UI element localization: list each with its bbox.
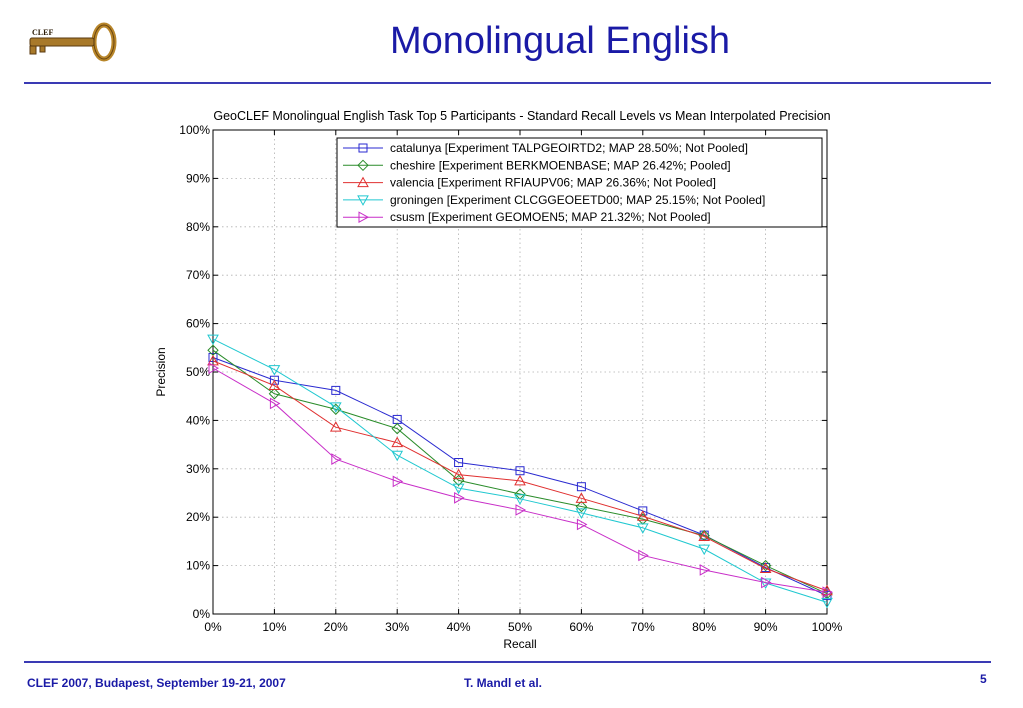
- data-point: [331, 453, 342, 465]
- data-point: [268, 388, 281, 400]
- data-point: [269, 397, 281, 410]
- data-point: [331, 385, 341, 395]
- legend-entry-2: cheshire [Experiment BERKMOENBASE; MAP 2…: [390, 158, 731, 172]
- data-point: [636, 510, 649, 521]
- y-tick-label: 40%: [186, 413, 210, 427]
- data-point: [391, 422, 403, 435]
- data-point: [575, 508, 588, 519]
- data-point: [515, 466, 525, 476]
- x-tick-label: 30%: [385, 620, 409, 634]
- legend-entry-3: valencia [Experiment RFIAUPV06; MAP 26.3…: [390, 176, 716, 190]
- data-point: [357, 159, 369, 172]
- data-point: [452, 468, 465, 480]
- legend-entry-4: groningen [Experiment CLCGGEOEETD00; MAP…: [390, 193, 765, 207]
- x-tick-label: 90%: [754, 620, 778, 634]
- x-tick-label: 40%: [447, 620, 471, 634]
- data-point: [822, 586, 834, 599]
- x-tick-label: 80%: [692, 620, 716, 634]
- data-point: [330, 403, 342, 415]
- data-point: [454, 458, 464, 468]
- y-tick-label: 0%: [193, 607, 211, 621]
- data-point: [759, 559, 772, 572]
- y-tick-label: 20%: [186, 510, 210, 524]
- data-point: [638, 549, 649, 562]
- data-point: [576, 482, 586, 492]
- footer-authors: T. Mandl et al.: [464, 676, 543, 690]
- data-point: [638, 506, 648, 516]
- data-point: [329, 421, 342, 432]
- data-point: [329, 402, 342, 413]
- x-tick-label: 20%: [324, 620, 348, 634]
- y-tick-label: 30%: [186, 462, 210, 476]
- footer-conference: CLEF 2007, Budapest, September 19-21, 20…: [27, 676, 286, 690]
- series-5: [208, 362, 834, 599]
- data-point: [392, 475, 404, 488]
- legend-box: [336, 137, 823, 228]
- series-line: [212, 349, 828, 595]
- data-point: [761, 576, 772, 589]
- x-tick-label: 100%: [812, 620, 843, 634]
- data-point: [515, 504, 527, 516]
- y-tick-label: 100%: [179, 123, 210, 137]
- x-tick-label: 60%: [569, 620, 593, 634]
- data-point: [821, 597, 833, 609]
- y-tick-label: 90%: [186, 171, 210, 185]
- data-point: [636, 523, 649, 534]
- slide-title: Monolingual English: [389, 20, 731, 62]
- data-point: [208, 352, 218, 362]
- data-point: [514, 474, 526, 486]
- x-tick-label: 50%: [508, 620, 532, 634]
- data-point: [454, 491, 465, 504]
- y-tick-label: 70%: [186, 268, 210, 282]
- x-tick-label: 70%: [631, 620, 655, 634]
- footer-divider: [24, 661, 991, 663]
- data-point: [699, 564, 711, 576]
- x-axis-label: Recall: [503, 637, 536, 651]
- legend: catalunya [Experiment TALPGEOIRTD2; MAP …: [336, 137, 823, 228]
- data-point: [208, 362, 220, 374]
- data-point: [391, 436, 404, 448]
- data-point: [268, 379, 281, 391]
- data-point: [357, 176, 369, 188]
- data-point: [391, 450, 404, 462]
- legend-entry-1: catalunya [Experiment TALPGEOIRTD2; MAP …: [390, 141, 748, 155]
- key-icon: CLEF: [29, 22, 117, 62]
- data-point: [698, 544, 711, 556]
- logo-text: CLEF: [32, 28, 53, 37]
- data-point: [576, 518, 588, 531]
- data-point: [268, 365, 281, 376]
- data-point: [698, 530, 711, 542]
- data-point: [514, 494, 526, 505]
- axis-ticks: 0% 10% 20% 30% 40% 50% 60% 70% 80% 90% 100% 0% 10% 20…: [179, 123, 842, 634]
- y-tick-label: 10%: [186, 559, 210, 573]
- x-tick-label: 10%: [262, 620, 286, 634]
- data-point: [575, 500, 588, 513]
- y-tick-label: 80%: [186, 220, 210, 234]
- y-tick-label: 50%: [186, 365, 210, 379]
- chart-title: GeoCLEF Monolingual English Task Top 5 P…: [213, 109, 830, 123]
- series: [207, 334, 834, 609]
- series-line: [212, 338, 828, 603]
- data-point: [575, 492, 588, 503]
- header-divider: [24, 82, 991, 84]
- series-line: [212, 367, 828, 593]
- data-point: [269, 375, 279, 385]
- series-line: [212, 360, 828, 592]
- data-point: [358, 143, 368, 153]
- data-point: [452, 483, 465, 495]
- legend-entry-5: csusm [Experiment GEOMOEN5; MAP 21.32%; …: [390, 210, 711, 224]
- data-point: [357, 195, 369, 206]
- y-axis-label: Precision: [154, 347, 168, 396]
- data-point: [759, 562, 772, 574]
- data-point: [358, 211, 370, 224]
- series-4: [207, 334, 833, 609]
- x-tick-label: 0%: [204, 620, 222, 634]
- y-tick-label: 60%: [186, 317, 210, 331]
- data-point: [207, 334, 219, 346]
- page-number: 5: [980, 672, 987, 686]
